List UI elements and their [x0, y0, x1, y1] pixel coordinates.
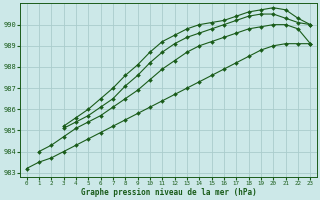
X-axis label: Graphe pression niveau de la mer (hPa): Graphe pression niveau de la mer (hPa) [81, 188, 256, 197]
